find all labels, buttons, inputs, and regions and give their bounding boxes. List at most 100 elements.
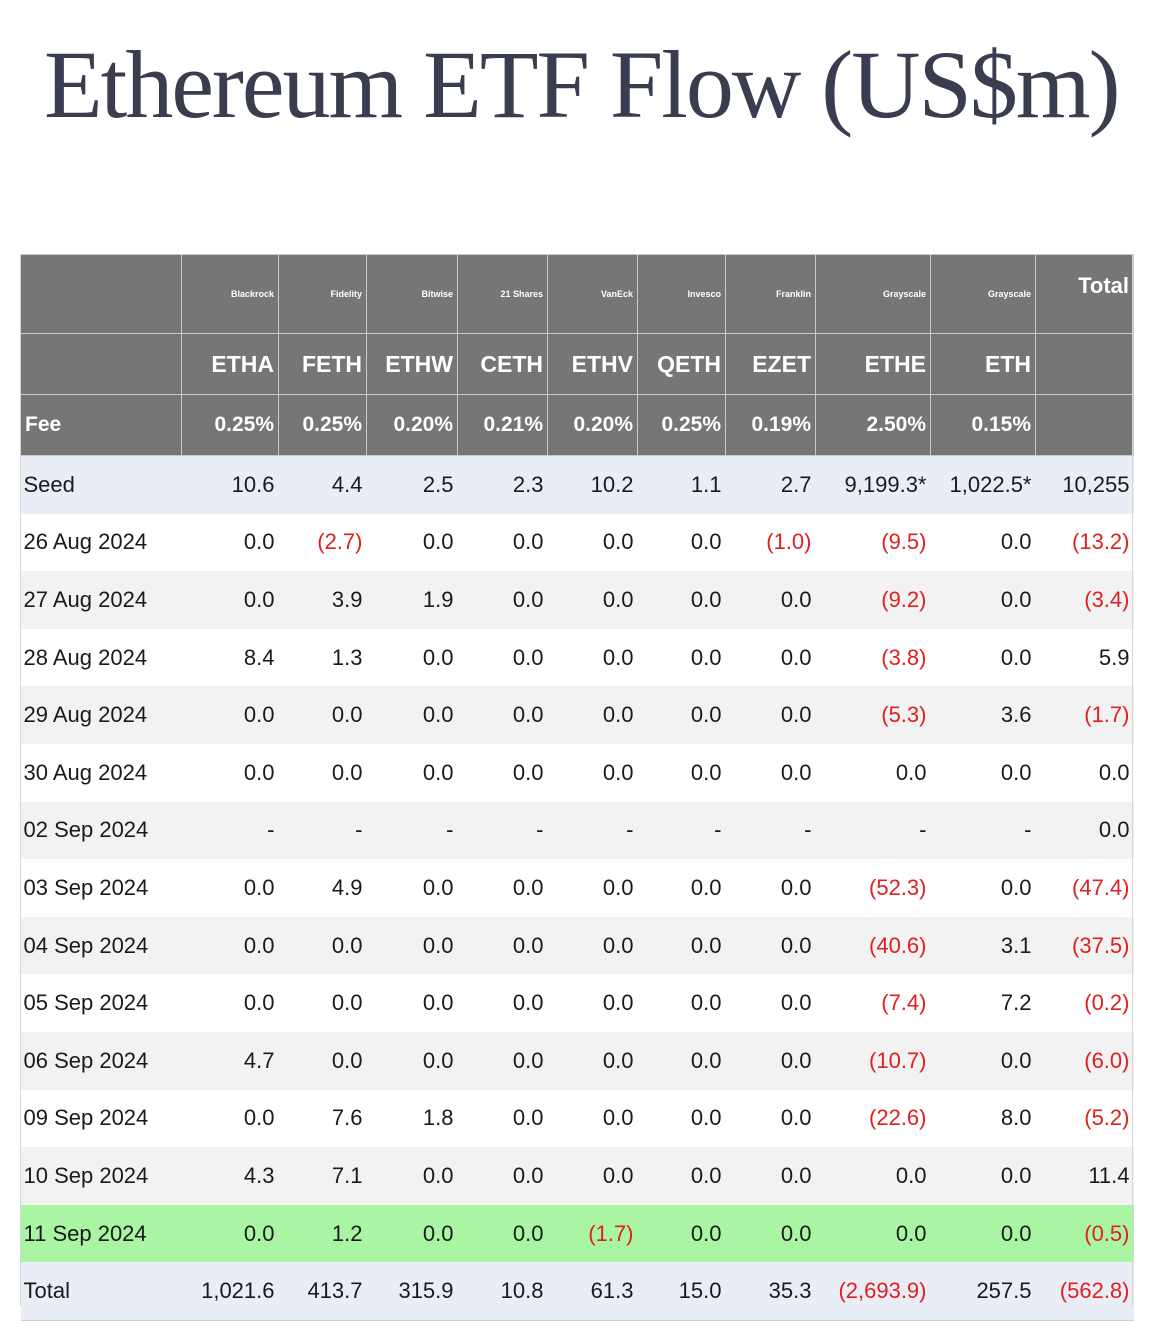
- flow-cell: 0.0: [366, 859, 458, 917]
- row-label: 02 Sep 2024: [20, 801, 182, 860]
- table-row: 28 Aug 2024 8.4 1.3 0.0 0.0 0.0 0.0 0.0 (3.8) 0.0…: [20, 628, 1134, 687]
- flow-cell: 7.1: [278, 1147, 367, 1205]
- flow-cell: 10.2: [547, 455, 638, 514]
- table-row: 30 Aug 2024 0.0 0.0 0.0 0.0 0.0 0.0 0.0 0.0 0.0 0.…: [20, 743, 1134, 802]
- flow-cell: 0.0: [547, 1147, 638, 1205]
- flow-cell: 0.0: [366, 1147, 458, 1205]
- flow-cell: 0.0: [637, 571, 726, 629]
- flow-cell: 0.0: [725, 743, 816, 802]
- flow-cell: (52.3): [815, 859, 931, 917]
- row-label: 27 Aug 2024: [20, 571, 182, 629]
- table-row: 29 Aug 2024 0.0 0.0 0.0 0.0 0.0 0.0 0.0 (5.3) 3.6…: [20, 686, 1134, 744]
- flow-cell: 0.0: [725, 628, 816, 687]
- flow-cell: 0.0: [278, 1031, 367, 1090]
- row-label: 04 Sep 2024: [20, 916, 182, 975]
- flow-cell: 0.0: [457, 513, 548, 572]
- issuer-name: Grayscale: [930, 254, 1036, 334]
- flow-cell: 7.6: [278, 1089, 367, 1148]
- flow-cell: 1.3: [278, 628, 367, 687]
- flow-cell: 1,021.6: [181, 1262, 279, 1321]
- flow-cell: 0.0: [278, 974, 367, 1032]
- flow-cell: -: [637, 801, 726, 860]
- flow-cell: 257.5: [930, 1262, 1036, 1321]
- ticker-symbol: CETH: [457, 333, 548, 395]
- row-label: 06 Sep 2024: [20, 1031, 182, 1090]
- row-total-cell: (6.0): [1035, 1031, 1134, 1090]
- row-total-cell: (13.2): [1035, 513, 1134, 572]
- ticker-symbol: FETH: [278, 333, 367, 395]
- flow-cell: -: [930, 801, 1036, 860]
- flow-cell: 4.7: [181, 1031, 279, 1090]
- total-column-header: Total: [1035, 254, 1134, 334]
- flow-cell: 0.0: [366, 628, 458, 687]
- row-total-cell: (0.5): [1035, 1204, 1134, 1263]
- header-blank-cell: [1035, 333, 1134, 395]
- row-total-cell: 5.9: [1035, 628, 1134, 687]
- page-title: Ethereum ETF Flow (US$m): [44, 31, 1121, 138]
- flow-cell: 0.0: [181, 743, 279, 802]
- fee-value: 0.25%: [278, 394, 367, 456]
- row-label: 28 Aug 2024: [20, 628, 182, 687]
- table-row: 02 Sep 2024- - - - - - - - -0.0: [20, 801, 1134, 860]
- flow-cell: 0.0: [181, 916, 279, 975]
- flow-cell: 61.3: [547, 1262, 638, 1321]
- flow-cell: 0.0: [457, 1204, 548, 1263]
- flow-cell: (1.7): [547, 1204, 638, 1263]
- flow-cell: 0.0: [637, 1089, 726, 1148]
- row-label: 11 Sep 2024: [20, 1204, 182, 1263]
- flow-cell: (9.5): [815, 513, 931, 572]
- flow-cell: 0.0: [547, 1031, 638, 1090]
- row-total-cell: (562.8): [1035, 1262, 1134, 1321]
- flow-cell: 0.0: [181, 974, 279, 1032]
- flow-cell: 3.1: [930, 916, 1036, 975]
- flow-cell: 4.4: [278, 455, 367, 514]
- flow-cell: -: [181, 801, 279, 860]
- flow-cell: 0.0: [366, 1204, 458, 1263]
- flow-cell: -: [366, 801, 458, 860]
- row-total-cell: (1.7): [1035, 686, 1134, 744]
- flow-cell: 0.0: [457, 1089, 548, 1148]
- flow-cell: 0.0: [930, 628, 1036, 687]
- ticker-header-row: ETHA FETH ETHW CETH ETHV QETH EZET ETHE …: [20, 333, 1134, 395]
- flow-cell: 0.0: [366, 743, 458, 802]
- flow-cell: (9.2): [815, 571, 931, 629]
- flow-cell: (1.0): [725, 513, 816, 572]
- flow-cell: 0.0: [547, 743, 638, 802]
- row-label: 26 Aug 2024: [20, 513, 182, 572]
- flow-cell: -: [725, 801, 816, 860]
- flow-cell: 0.0: [725, 916, 816, 975]
- row-label: 05 Sep 2024: [20, 974, 182, 1032]
- flow-cell: -: [457, 801, 548, 860]
- flow-cell: 4.9: [278, 859, 367, 917]
- flow-cell: 0.0: [637, 916, 726, 975]
- flow-cell: 413.7: [278, 1262, 367, 1321]
- fee-label: Fee: [20, 394, 182, 456]
- flow-cell: 4.3: [181, 1147, 279, 1205]
- issuer-name: 21 Shares: [457, 254, 548, 334]
- flow-cell: 0.0: [930, 859, 1036, 917]
- flow-cell: 0.0: [366, 686, 458, 744]
- table-row: 06 Sep 2024 4.7 0.0 0.0 0.0 0.0 0.0 0.0 (10.7) 0.…: [20, 1031, 1134, 1090]
- flow-cell: 0.0: [457, 686, 548, 744]
- flow-cell: 0.0: [547, 974, 638, 1032]
- flow-cell: 0.0: [457, 628, 548, 687]
- flow-cell: (2.7): [278, 513, 367, 572]
- flow-cell: 0.0: [815, 1147, 931, 1205]
- flow-cell: 0.0: [930, 743, 1036, 802]
- flow-cell: 0.0: [181, 859, 279, 917]
- flow-cell: 7.2: [930, 974, 1036, 1032]
- table-row: 26 Aug 2024 0.0 (2.7) 0.0 0.0 0.0 0.0 (1.0) (9.5…: [20, 513, 1134, 572]
- flow-cell: 0.0: [930, 1204, 1036, 1263]
- flow-cell: 0.0: [457, 1031, 548, 1090]
- flow-cell: 0.0: [547, 1089, 638, 1148]
- flow-cell: 0.0: [181, 513, 279, 572]
- flow-cell: 0.0: [815, 1204, 931, 1263]
- flow-cell: 1,022.5*: [930, 455, 1036, 514]
- table-row: 05 Sep 2024 0.0 0.0 0.0 0.0 0.0 0.0 0.0 (7.4) 7.2…: [20, 974, 1134, 1032]
- flow-cell: 0.0: [725, 1089, 816, 1148]
- flow-cell: 10.6: [181, 455, 279, 514]
- flow-cell: 0.0: [547, 916, 638, 975]
- flow-cell: 3.9: [278, 571, 367, 629]
- flow-cell: -: [547, 801, 638, 860]
- issuer-header-row: Blackrock Fidelity Bitwise 21 Shares Van…: [20, 254, 1134, 334]
